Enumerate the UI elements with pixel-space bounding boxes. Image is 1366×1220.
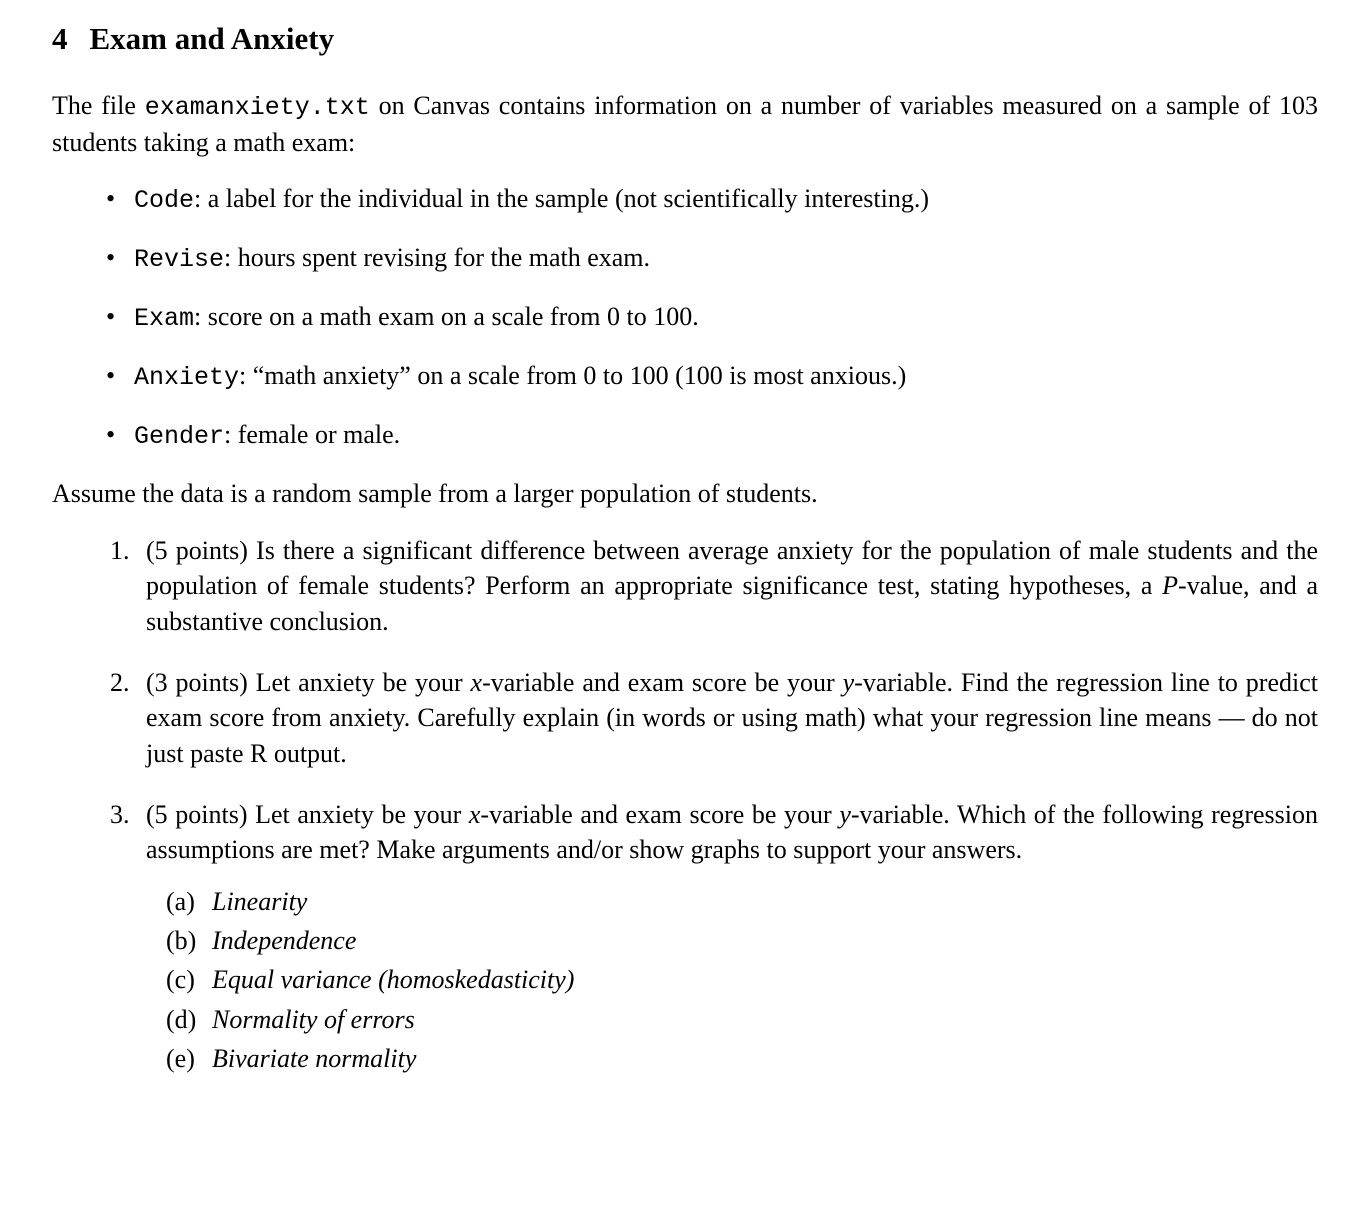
variable-name: Exam [134, 304, 194, 333]
q3-sub-a: Linearity [172, 884, 1318, 919]
q1-P: P [1162, 571, 1178, 600]
variable-desc: : score on a math exam on a scale from 0… [194, 302, 699, 331]
variable-name: Revise [134, 245, 224, 274]
assume-paragraph: Assume the data is a random sample from … [52, 476, 1318, 511]
intro-paragraph: The file examanxiety.txt on Canvas conta… [52, 88, 1318, 160]
variable-item: Gender: female or male. [118, 417, 1318, 454]
document-page: 4 Exam and Anxiety The file examanxiety.t… [0, 0, 1366, 1220]
q3-points: (5 points) [146, 800, 255, 829]
q3-subitems: Linearity Independence Equal variance (h… [146, 884, 1318, 1077]
variable-name: Code [134, 186, 194, 215]
q2-x: x [471, 668, 483, 697]
variable-desc: : hours spent revising for the math exam… [224, 243, 650, 272]
q3-y: y [839, 800, 851, 829]
question-2: (3 points) Let anxiety be your x-variabl… [116, 665, 1318, 771]
section-title: Exam and Anxiety [90, 21, 335, 56]
variable-desc: : a label for the individual in the samp… [194, 184, 929, 213]
intro-text-pre: The file [52, 91, 145, 120]
q1-points: (5 points) [146, 536, 256, 565]
section-heading: 4 Exam and Anxiety [52, 18, 1318, 60]
q3-sub-d: Normality of errors [172, 1002, 1318, 1037]
variables-list: Code: a label for the individual in the … [52, 181, 1318, 454]
variable-name: Gender [134, 422, 224, 451]
q2-points: (3 points) [146, 668, 256, 697]
q1-text-a: Is there a significant difference betwee… [146, 536, 1318, 600]
question-1: (5 points) Is there a significant differ… [116, 533, 1318, 639]
q2-text-b: -variable and exam score be your [482, 668, 843, 697]
section-number: 4 [52, 18, 68, 60]
variable-item: Code: a label for the individual in the … [118, 181, 1318, 218]
variable-item: Revise: hours spent revising for the mat… [118, 240, 1318, 277]
q3-x: x [469, 800, 481, 829]
intro-filename: examanxiety.txt [145, 93, 370, 122]
question-3: (5 points) Let anxiety be your x-variabl… [116, 797, 1318, 1077]
q3-sub-b: Independence [172, 923, 1318, 958]
variable-item: Exam: score on a math exam on a scale fr… [118, 299, 1318, 336]
q3-sub-e: Bivariate normality [172, 1041, 1318, 1076]
q3-text-a: Let anxiety be your [255, 800, 469, 829]
variable-item: Anxiety: “math anxiety” on a scale from … [118, 358, 1318, 395]
variable-name: Anxiety [134, 363, 239, 392]
variable-desc: : female or male. [224, 420, 400, 449]
questions-list: (5 points) Is there a significant differ… [52, 533, 1318, 1077]
q2-y: y [843, 668, 855, 697]
q3-sub-c: Equal variance (homoskedasticity) [172, 962, 1318, 997]
q3-text-b: -variable and exam score be your [480, 800, 839, 829]
variable-desc: : “math anxiety” on a scale from 0 to 10… [239, 361, 906, 390]
q2-text-a: Let anxiety be your [256, 668, 471, 697]
